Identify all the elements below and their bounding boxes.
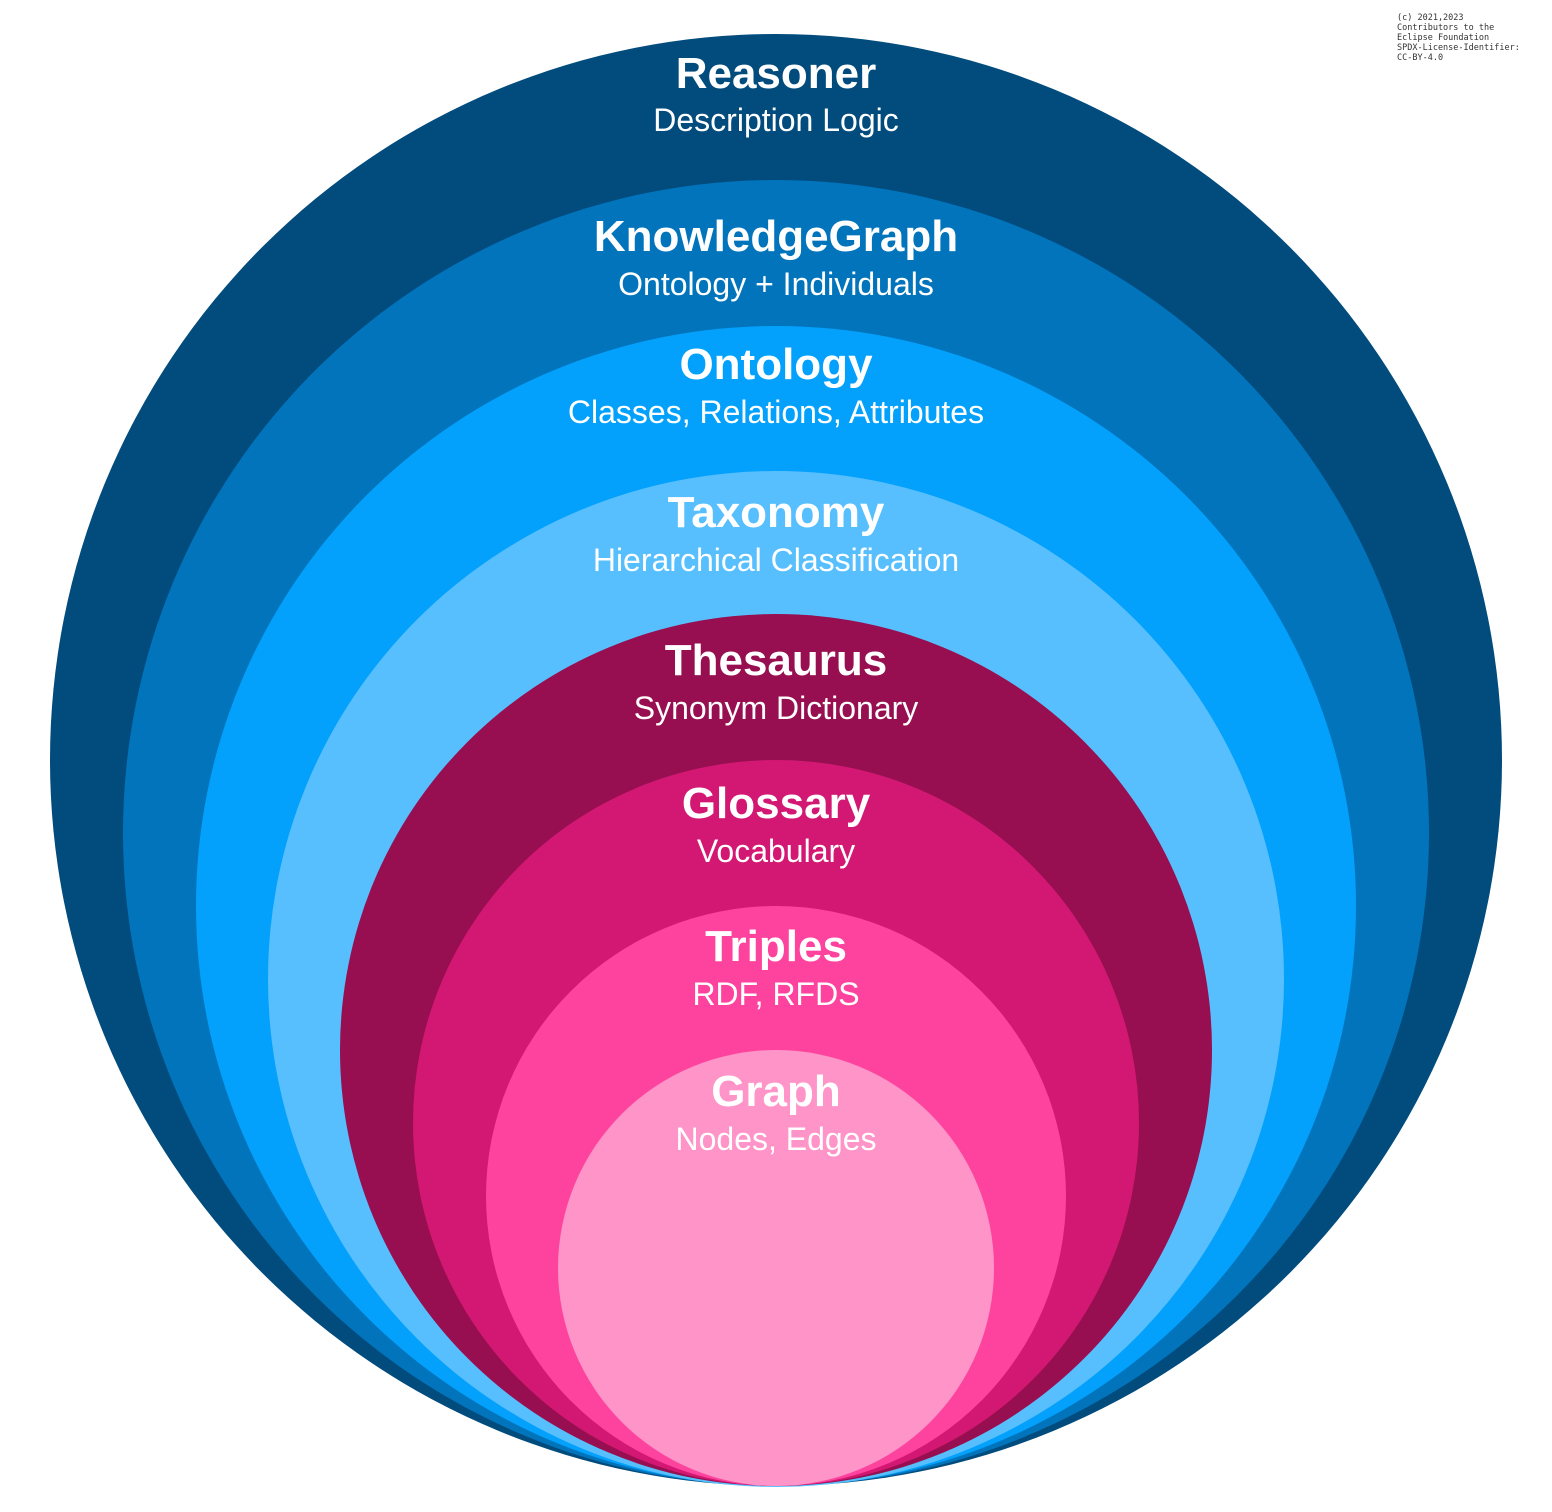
layer-title-knowledgegraph: KnowledgeGraph <box>594 212 958 261</box>
layer-title-glossary: Glossary <box>682 779 871 828</box>
layer-subtitle-glossary: Vocabulary <box>697 833 855 869</box>
layer-title-triples: Triples <box>705 922 847 971</box>
layer-subtitle-taxonomy: Hierarchical Classification <box>593 542 959 578</box>
layer-circle-graph <box>558 1050 994 1486</box>
layer-title-taxonomy: Taxonomy <box>668 488 885 537</box>
layer-subtitle-triples: RDF, RFDS <box>692 976 859 1012</box>
layer-title-graph: Graph <box>711 1067 841 1116</box>
layer-labels: Reasoner Description Logic KnowledgeGraph O… <box>568 49 984 1157</box>
layer-subtitle-knowledgegraph: Ontology + Individuals <box>618 266 934 302</box>
layer-title-thesaurus: Thesaurus <box>665 636 888 685</box>
layer-title-reasoner: Reasoner <box>676 49 877 98</box>
layer-subtitle-graph: Nodes, Edges <box>675 1121 876 1157</box>
layer-circles <box>50 34 1502 1487</box>
layer-subtitle-ontology: Classes, Relations, Attributes <box>568 394 984 430</box>
layer-subtitle-thesaurus: Synonym Dictionary <box>634 690 919 726</box>
copyright-notice: (c) 2021,2023 Contributors to the Eclips… <box>1397 13 1520 63</box>
layer-subtitle-reasoner: Description Logic <box>653 102 898 138</box>
layer-title-ontology: Ontology <box>679 340 873 389</box>
